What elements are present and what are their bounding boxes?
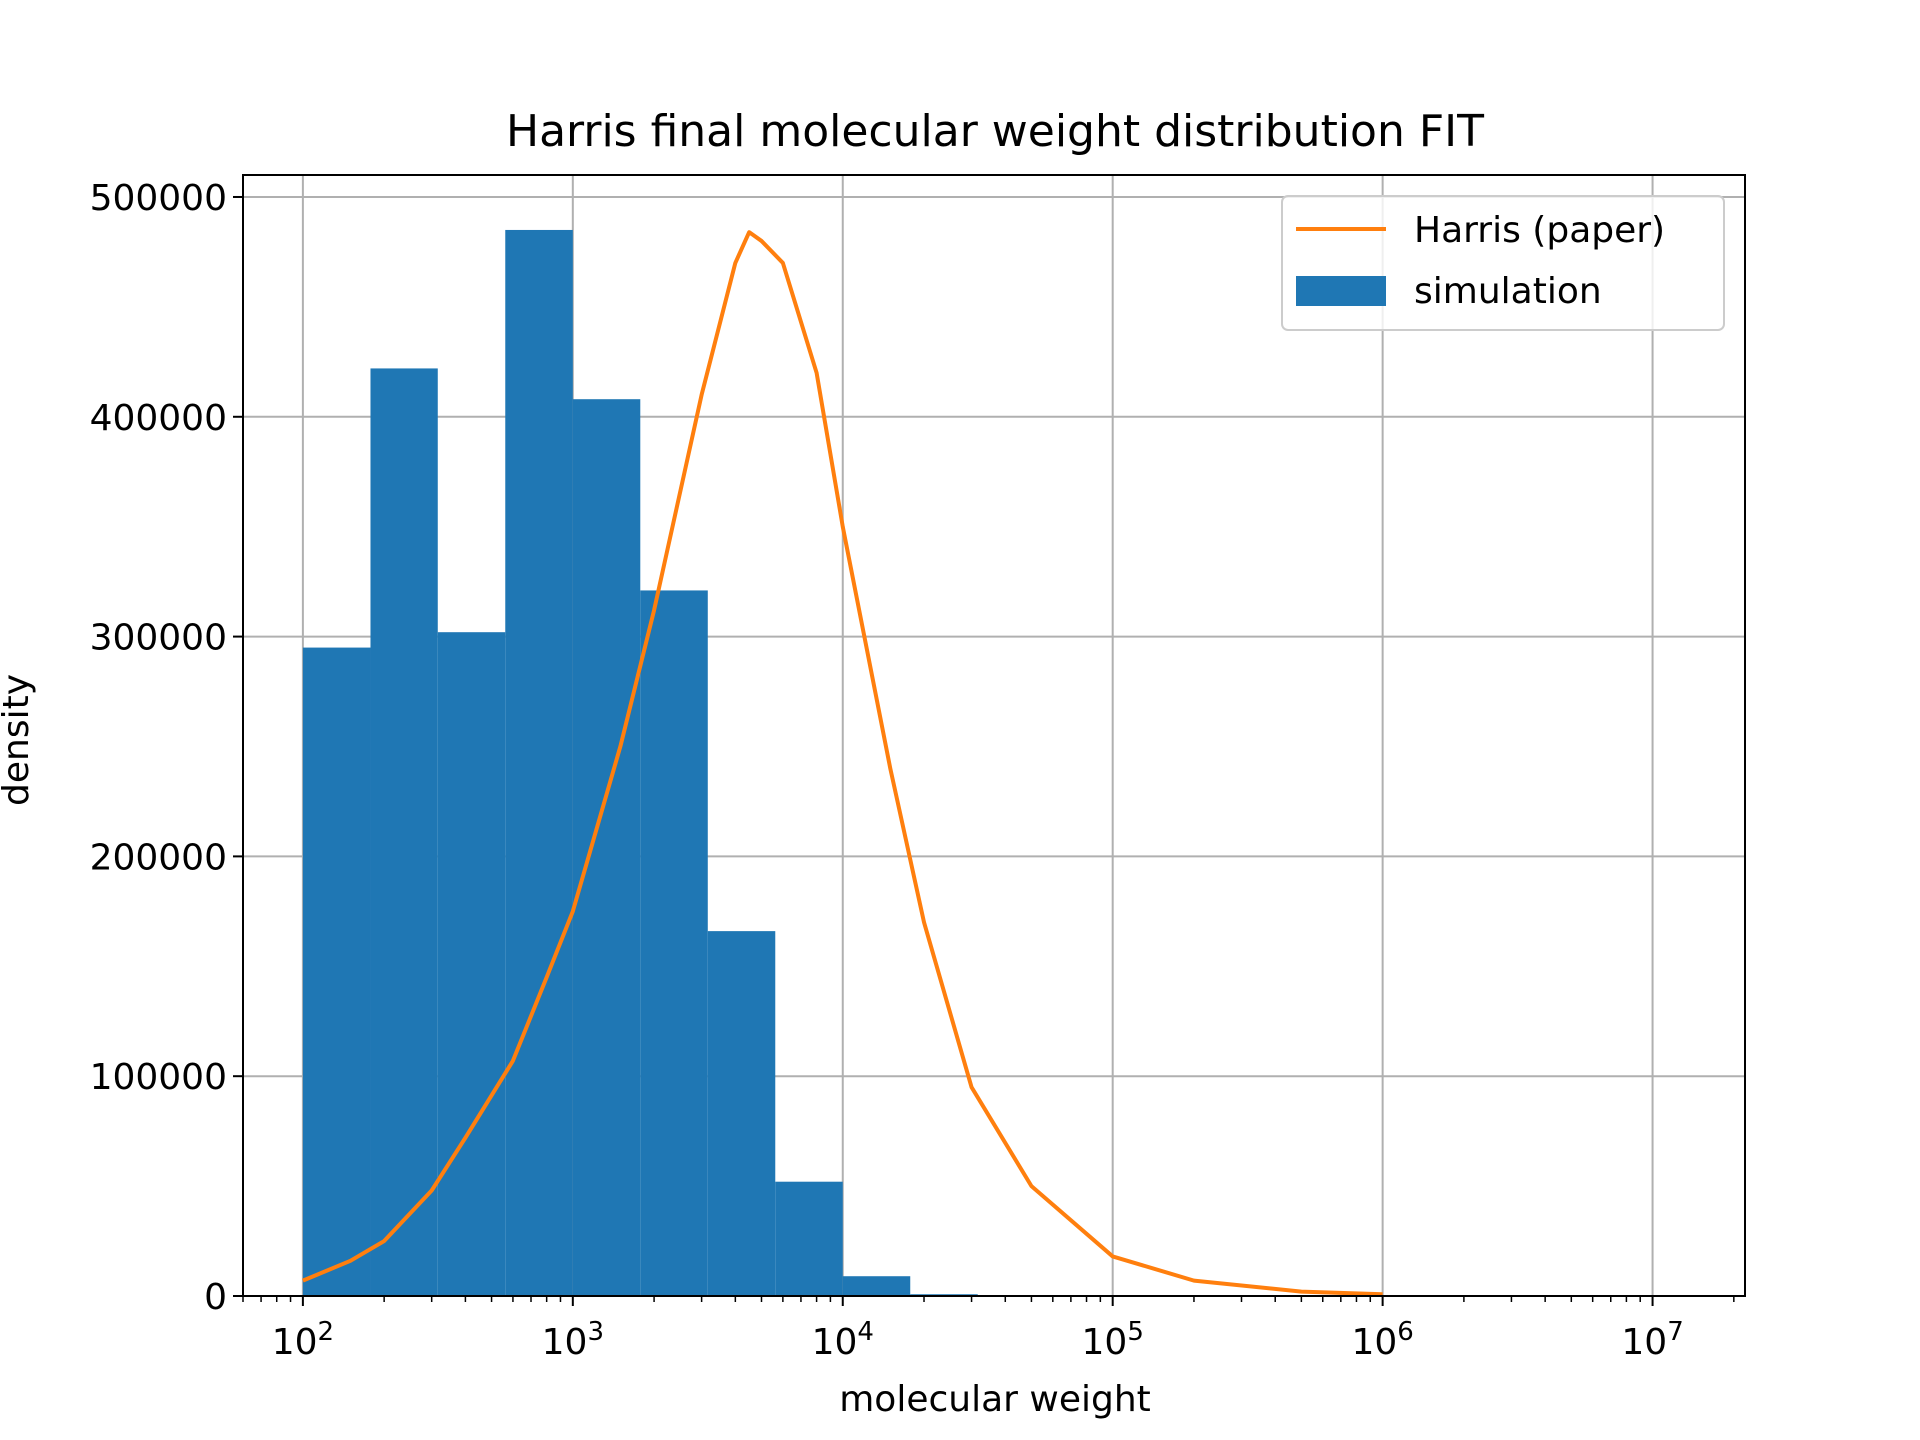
x-axis-label: molecular weight xyxy=(839,1379,1151,1420)
y-tick-label: 400000 xyxy=(90,398,227,439)
legend-bar-swatch xyxy=(1296,276,1386,306)
x-tick-label: 103 xyxy=(542,1317,604,1363)
x-tick-label: 107 xyxy=(1621,1317,1683,1363)
y-tick-label: 0 xyxy=(204,1277,227,1318)
y-tick-label: 100000 xyxy=(90,1057,227,1098)
x-tick-label: 104 xyxy=(812,1317,874,1363)
legend-frame xyxy=(1281,195,1725,331)
fit-line-layer xyxy=(302,230,1383,1297)
x-tick-label: 102 xyxy=(272,1317,334,1363)
y-tick-label: 300000 xyxy=(90,618,227,659)
histogram-bar xyxy=(370,368,438,1296)
x-tick-label: 106 xyxy=(1351,1317,1413,1363)
chart-title: Harris final molecular weight distributi… xyxy=(506,106,1484,157)
x-tick-label: 105 xyxy=(1082,1317,1144,1363)
histogram-bar xyxy=(505,229,573,1297)
histogram-bars xyxy=(302,229,978,1297)
y-axis-label: density xyxy=(0,674,37,806)
histogram-bar xyxy=(775,1181,843,1296)
legend-line-label: Harris (paper) xyxy=(1414,210,1665,251)
histogram-bar xyxy=(707,931,776,1296)
fit-line xyxy=(302,230,1383,1297)
legend-bar-label: simulation xyxy=(1414,271,1602,312)
histogram-bar xyxy=(437,632,506,1296)
plot-frame xyxy=(242,174,1746,1297)
legend: Harris (paper) simulation xyxy=(1281,195,1725,331)
histogram-bar xyxy=(572,399,641,1296)
histogram-bar xyxy=(302,647,371,1296)
y-tick-label: 200000 xyxy=(90,837,227,878)
y-tick-label: 500000 xyxy=(90,178,227,219)
histogram-bar xyxy=(640,590,708,1296)
axes-layer: 0 100000 200000 300000 400000 500000 102 103 104… xyxy=(90,174,1746,1363)
histogram-bar xyxy=(842,1276,911,1296)
